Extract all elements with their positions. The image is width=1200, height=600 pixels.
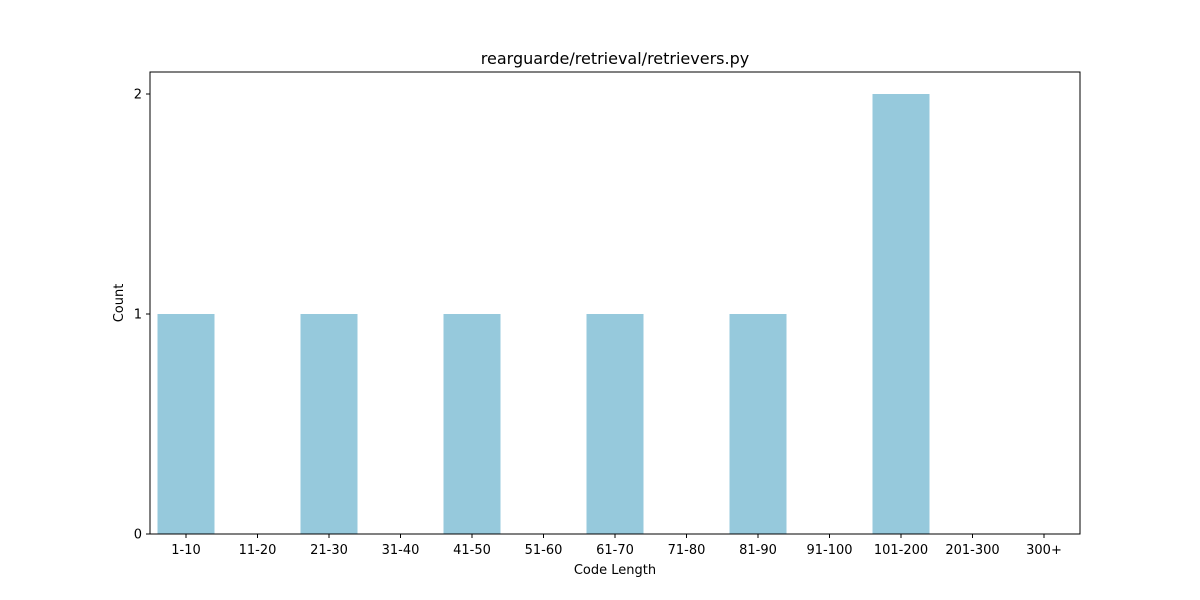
bar-61-70 [586,314,644,534]
y-axis: 0 1 2 [134,88,150,543]
x-tick-label: 201-300 [945,543,999,558]
chart-title: rearguarde/retrieval/retrievers.py [481,49,749,68]
x-tick-label: 1-10 [171,543,201,558]
bars-group [157,94,930,534]
y-tick-label: 0 [134,528,142,543]
x-tick-label: 31-40 [382,543,420,558]
x-tick-label: 11-20 [239,543,277,558]
x-tick-label: 21-30 [310,543,348,558]
x-tick-label: 81-90 [739,543,777,558]
x-tick-label: 300+ [1026,543,1062,558]
x-tick-label: 61-70 [596,543,634,558]
y-tick-label: 1 [134,308,142,323]
x-tick-label: 71-80 [668,543,706,558]
x-tick-label: 41-50 [453,543,491,558]
y-axis-label: Count [112,284,127,323]
x-axis-label: Code Length [574,563,656,578]
x-axis: 1-10 11-20 21-30 31-40 41-50 51-60 61-70 71-80 8… [171,534,1062,558]
bar-21-30 [300,314,358,534]
x-tick-label: 101-200 [874,543,928,558]
y-tick-label: 2 [134,88,142,103]
bar-101-200 [872,94,930,534]
x-tick-label: 51-60 [525,543,563,558]
bar-1-10 [157,314,215,534]
bar-41-50 [443,314,501,534]
bar-81-90 [729,314,787,534]
x-tick-label: 91-100 [806,543,852,558]
